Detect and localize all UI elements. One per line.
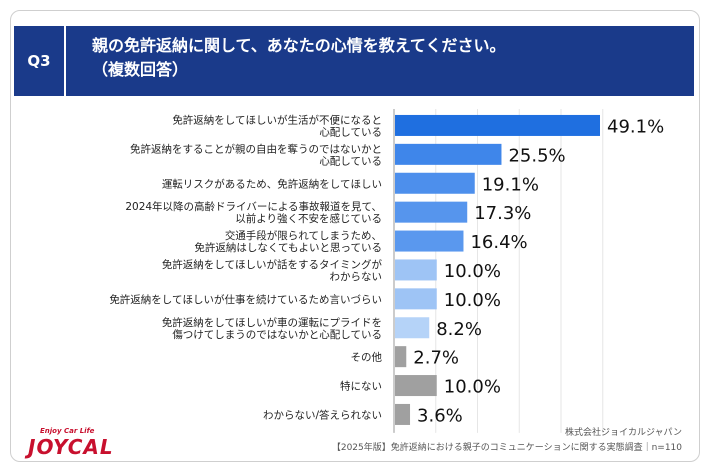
category-label: わからない/答えられない bbox=[263, 408, 382, 421]
bar bbox=[395, 230, 464, 252]
value-label: 2.7% bbox=[413, 348, 459, 369]
source-company: 株式会社ジョイカルジャパン bbox=[564, 428, 682, 438]
value-label: 10.0% bbox=[444, 290, 501, 311]
bar bbox=[395, 114, 600, 136]
bar bbox=[395, 346, 407, 368]
source-survey: 【2025年版】免許返納における親子のコミュニケーションに関する実態調査｜n=1… bbox=[331, 443, 682, 453]
question-number: Q3 bbox=[14, 26, 66, 96]
category-label: その他 bbox=[351, 351, 383, 364]
bar bbox=[395, 288, 437, 310]
value-label: 25.5% bbox=[508, 145, 565, 166]
bar bbox=[395, 201, 468, 223]
value-label: 49.1% bbox=[607, 116, 664, 137]
category-label: 免許返納をすることが親の自由を奪うのではないかと心配している bbox=[130, 142, 382, 167]
bar bbox=[395, 403, 411, 425]
category-label: 免許返納をしてほしいが生活が不便になると心配している bbox=[172, 113, 382, 138]
bar bbox=[395, 172, 475, 194]
category-label: 2024年以降の高齢ドライバーによる事故報道を見て、以前より強く不安を感じている bbox=[125, 200, 382, 225]
category-label: 交通手段が限られてしまうため、免許返納はしなくてもよいと思っている bbox=[194, 229, 382, 254]
logo-text: JOYCAL bbox=[28, 435, 114, 459]
value-label: 8.2% bbox=[436, 319, 482, 340]
joycal-logo: Enjoy Car Life JOYCAL bbox=[28, 425, 138, 463]
value-label: 10.0% bbox=[444, 377, 501, 398]
category-label: 免許返納をしてほしいが話をするタイミングがわからない bbox=[162, 258, 383, 283]
bar bbox=[395, 143, 502, 165]
logo-tagline: Enjoy Car Life bbox=[40, 427, 95, 435]
category-label: 免許返納をしてほしいが仕事を続けているため言いづらい bbox=[109, 293, 382, 306]
category-label: 運転リスクがあるため、免許返納をしてほしい bbox=[162, 177, 382, 190]
value-label: 10.0% bbox=[444, 261, 501, 282]
value-label: 19.1% bbox=[482, 174, 539, 195]
question-title: 親の免許返納に関して、あなたの心情を教えてください。 （複数回答） bbox=[92, 36, 506, 79]
question-header: Q3 親の免許返納に関して、あなたの心情を教えてください。 （複数回答） bbox=[14, 26, 694, 96]
value-label: 17.3% bbox=[474, 203, 531, 224]
bar bbox=[395, 317, 430, 339]
value-label: 3.6% bbox=[417, 405, 463, 426]
bar bbox=[395, 375, 437, 397]
category-label: 特にない bbox=[340, 381, 382, 393]
value-label: 16.4% bbox=[470, 232, 527, 253]
bar bbox=[395, 259, 437, 281]
category-label: 免許返納をしてほしいが車の運転にプライドを傷つけてしまうのではないかと心配してい… bbox=[162, 316, 382, 341]
